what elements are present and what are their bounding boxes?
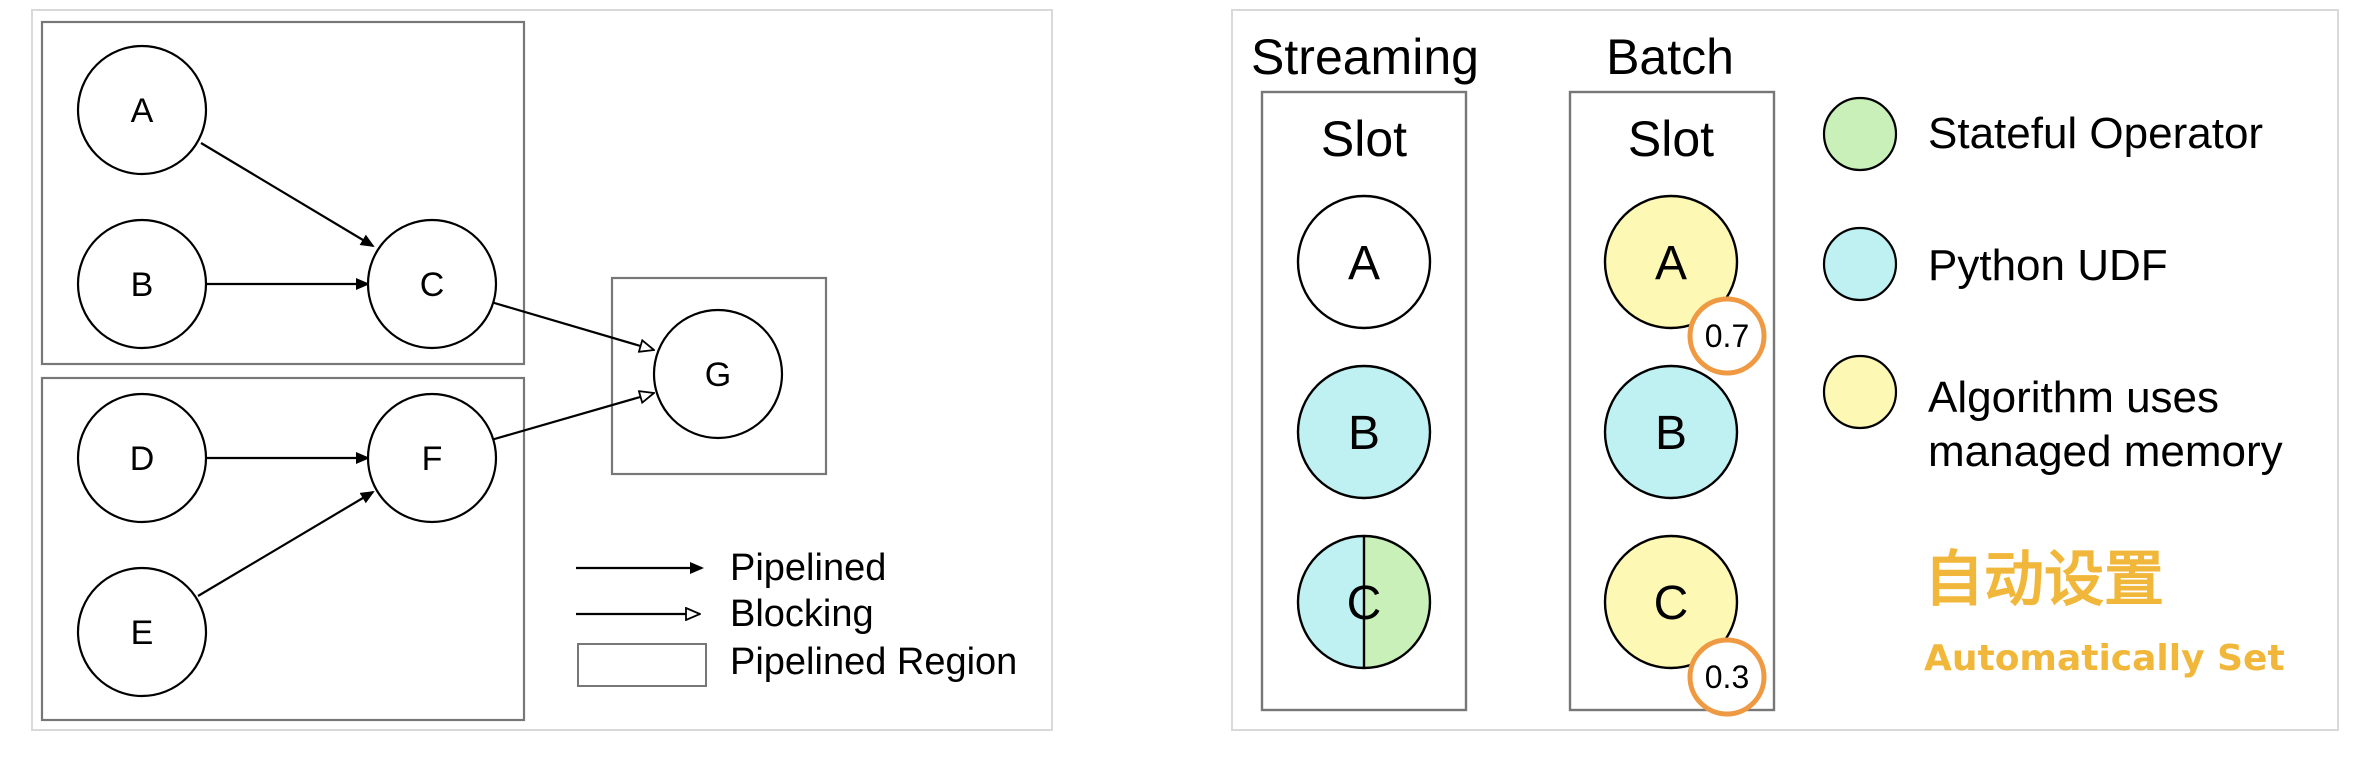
batch-op-c-label: C	[1654, 577, 1689, 630]
streaming-op-a: A	[1296, 194, 1432, 330]
streaming-header: Streaming	[1251, 29, 1479, 85]
pipelined-region-top	[40, 20, 526, 366]
legend-stateful-swatch	[1822, 96, 1898, 172]
batch-op-c-fraction-badge: 0.3	[1687, 637, 1767, 717]
legend-python-label: Python UDF	[1928, 241, 2168, 290]
left-panel: A B C D E F G Pipelined	[31, 9, 1053, 731]
legend-pipelined-label: Pipelined	[730, 547, 886, 589]
streaming-op-b: B	[1296, 364, 1432, 500]
node-b: B	[76, 218, 208, 350]
batch-slot-box	[1568, 90, 1776, 712]
node-g-label: G	[705, 356, 731, 394]
right-panel: Streaming Slot A B C Batch Slot A 0.7	[1231, 9, 2339, 731]
node-b-label: B	[131, 266, 154, 304]
streaming-slot-box	[1260, 90, 1468, 712]
batch-slot-label: Slot	[1628, 111, 1714, 167]
node-a: A	[76, 44, 208, 176]
legend-region-label: Pipelined Region	[730, 641, 1017, 683]
streaming-op-a-label: A	[1348, 237, 1380, 290]
node-f: F	[366, 392, 498, 524]
edge-a-c	[200, 142, 375, 248]
node-c-label: C	[420, 266, 445, 304]
batch-op-a-fraction: 0.7	[1705, 318, 1749, 354]
node-f-label: F	[422, 440, 443, 478]
streaming-op-c: C	[1296, 534, 1432, 670]
node-d: D	[76, 392, 208, 524]
batch-op-c-fraction: 0.3	[1705, 659, 1749, 695]
legend-region-swatch	[577, 643, 707, 687]
batch-op-b-label: B	[1655, 407, 1687, 460]
streaming-slot-label: Slot	[1321, 111, 1407, 167]
auto-set-cn: 自动设置	[1924, 545, 2164, 615]
streaming-op-c-label: C	[1347, 577, 1382, 630]
edge-c-g	[490, 300, 654, 350]
legend-stateful-label: Stateful Operator	[1928, 109, 2263, 158]
edge-f-g	[490, 393, 654, 442]
node-a-label: A	[131, 92, 154, 130]
legend-managed-label-line1: Algorithm uses	[1928, 373, 2219, 422]
batch-op-b: B	[1603, 364, 1739, 500]
pipelined-region-bottom	[40, 376, 526, 722]
batch-header: Batch	[1606, 29, 1734, 85]
edge-e-f	[197, 490, 375, 597]
pipelined-region-g	[610, 276, 828, 476]
node-e-label: E	[131, 614, 154, 652]
node-c: C	[366, 218, 498, 350]
batch-op-a: A	[1603, 194, 1739, 330]
batch-op-a-fraction-badge: 0.7	[1687, 296, 1767, 376]
node-e: E	[76, 566, 208, 698]
legend-managed-label-line2: managed memory	[1928, 427, 2283, 476]
batch-op-a-label: A	[1655, 237, 1687, 290]
legend-blocking-label: Blocking	[730, 593, 874, 635]
node-d-label: D	[130, 440, 155, 478]
streaming-op-b-label: B	[1348, 407, 1380, 460]
batch-op-c: C	[1603, 534, 1739, 670]
left-legend: Pipelined Blocking Pipelined Region	[576, 547, 1017, 687]
node-g: G	[652, 308, 784, 440]
right-legend: Stateful Operator Python UDF Algorithm u…	[1822, 96, 2283, 476]
auto-set-en: Automatically Set	[1924, 638, 2285, 679]
legend-managed-swatch	[1822, 354, 1898, 430]
legend-python-swatch	[1822, 226, 1898, 302]
